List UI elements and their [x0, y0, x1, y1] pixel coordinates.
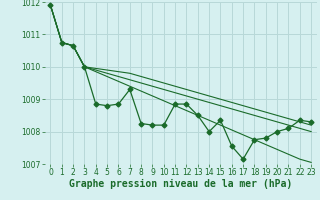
X-axis label: Graphe pression niveau de la mer (hPa): Graphe pression niveau de la mer (hPa): [69, 179, 292, 189]
